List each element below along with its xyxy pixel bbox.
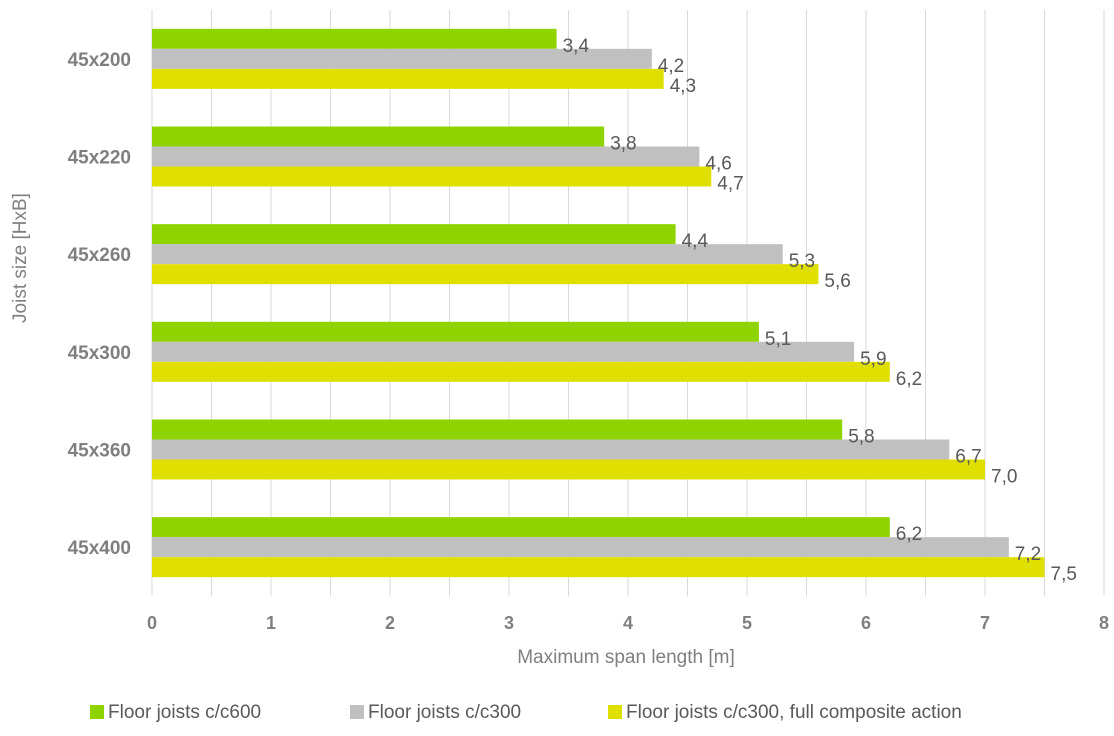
bar [152,48,652,69]
bar [152,517,890,538]
data-label: 6,2 [896,369,922,390]
data-label: 3,8 [610,134,636,155]
x-tick-labels: 0 1 2 3 4 5 6 7 8 [147,613,1109,633]
y-tick-label: 45x200 [68,50,131,71]
data-label: 4,2 [658,56,684,77]
y-tick-label: 45x400 [68,538,131,559]
y-tick-label: 45x260 [68,245,131,266]
bar [152,126,605,147]
x-tick-label: 4 [623,613,633,633]
y-tick-label: 45x300 [68,343,131,364]
x-tick-label: 5 [742,613,752,633]
data-label: 5,9 [860,349,886,370]
bar [152,146,700,167]
legend-label: Floor joists c/c300 [368,702,521,723]
data-label: 5,8 [848,427,874,448]
data-label: 4,6 [705,154,731,175]
legend-swatch [350,705,364,719]
data-label: 5,1 [765,329,791,350]
bar [152,361,890,382]
bar [152,537,1009,558]
data-label: 6,7 [955,447,981,468]
bar [152,68,664,89]
bar [152,459,985,480]
bar [152,341,855,362]
data-label: 3,4 [563,36,590,57]
bar [152,28,557,49]
x-tick-label: 3 [504,613,514,633]
data-labels-layer: 3,4 4,24,3 3,8 4,64,7 4,4 5,3 5,6 5,1 5,9 6,2 5,8 6… [563,36,1077,585]
x-tick-label: 7 [980,613,990,633]
bar [152,321,759,342]
data-label: 7,2 [1015,544,1041,565]
x-tick-label: 0 [147,613,157,633]
x-tick-label: 6 [861,613,871,633]
y-tick-label: 45x360 [68,441,131,462]
data-label: 5,3 [789,251,815,272]
legend-label: Floor joists c/c600 [108,702,261,723]
bar [152,166,712,187]
bars-layer [152,28,1045,578]
legend-swatch [608,705,622,719]
data-label: 4,7 [717,174,743,195]
x-tick-label: 8 [1099,613,1109,633]
data-label: 7,5 [1051,564,1077,585]
data-label: 5,6 [824,271,850,292]
bar [152,419,843,440]
data-label: 4,3 [670,76,696,97]
bar [152,557,1045,578]
bar [152,264,819,285]
y-axis-title: Joist size [HxB] [10,193,31,323]
data-label: 4,4 [682,231,709,252]
bar [152,224,676,245]
y-tick-labels: 45x200 45x220 45x260 45x300 45x360 45x400 [68,50,131,559]
x-axis-title: Maximum span length [m] [517,647,735,668]
legend-label: Floor joists c/c300, full composite acti… [626,702,962,723]
x-tick-label: 1 [266,613,276,633]
legend-swatch [90,705,104,719]
grid-layer [151,10,1105,596]
data-label: 7,0 [991,467,1017,488]
x-tick-label: 2 [385,613,395,633]
legend: Floor joists c/c600 Floor joists c/c300 Fl… [90,702,962,723]
bar [152,244,783,265]
y-tick-label: 45x220 [68,148,131,169]
data-label: 6,2 [896,524,922,545]
bar [152,439,950,460]
